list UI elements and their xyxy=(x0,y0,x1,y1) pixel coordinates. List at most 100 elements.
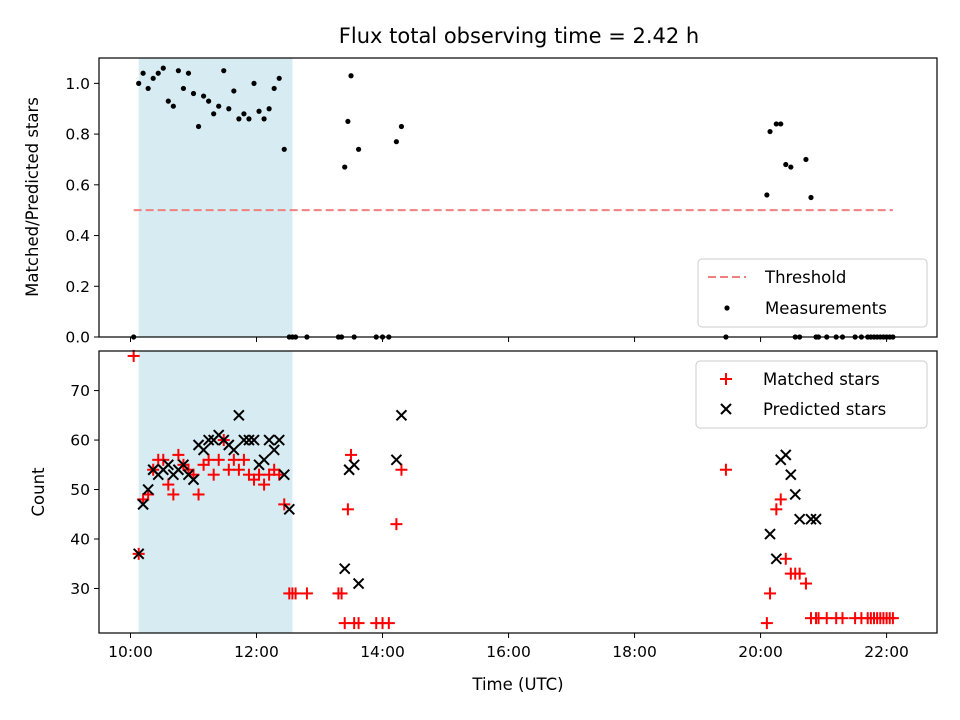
legend-measurements-swatch xyxy=(724,305,730,311)
measurement-point xyxy=(778,121,784,127)
matched-star-point xyxy=(227,453,240,466)
y-tick-label: 0.8 xyxy=(65,126,90,144)
matched-star-point xyxy=(300,587,313,600)
x-tick-label: 18:00 xyxy=(612,643,657,661)
y-tick-label: 40 xyxy=(70,531,90,549)
matched-star-point xyxy=(162,478,175,491)
measurement-point xyxy=(355,146,362,152)
predicted-star-point xyxy=(770,553,783,565)
y-tick-label: 50 xyxy=(70,481,90,499)
matched-star-point xyxy=(207,468,220,481)
measurement-point xyxy=(175,68,181,74)
predicted-star-point xyxy=(238,434,250,446)
predicted-star-point xyxy=(273,434,285,446)
matched-star-point xyxy=(289,587,302,600)
measurement-point xyxy=(200,93,207,99)
measurement-point xyxy=(773,121,779,127)
x-tick-label: 14:00 xyxy=(360,643,405,661)
predicted-star-point xyxy=(278,468,290,481)
matched-star-point xyxy=(127,349,140,362)
chart-title: Flux total observing time = 2.42 h xyxy=(339,24,699,48)
measurement-point xyxy=(767,128,773,135)
bottom-y-label: Count xyxy=(29,467,48,517)
measurement-point xyxy=(251,80,257,86)
measurement-point xyxy=(281,146,287,152)
measurement-point xyxy=(155,70,161,76)
measurement-point xyxy=(764,192,770,198)
measurement-point xyxy=(190,90,197,97)
predicted-star-point xyxy=(142,483,154,496)
top-shaded-span xyxy=(138,58,293,337)
measurement-point xyxy=(185,70,192,76)
measurement-point xyxy=(170,103,176,109)
matched-star-point xyxy=(719,463,732,476)
legend-threshold-label: Threshold xyxy=(764,268,846,287)
measurement-point xyxy=(261,116,267,122)
matched-star-point xyxy=(232,463,245,476)
bottom-y-ticks: 30 40 50 60 70 xyxy=(70,382,99,598)
predicted-star-point xyxy=(132,548,145,560)
measurement-point xyxy=(345,118,351,125)
measurement-point xyxy=(256,108,262,114)
y-tick-label: 0.4 xyxy=(65,227,90,245)
measurement-point xyxy=(236,116,242,122)
measurement-point xyxy=(231,88,237,94)
measurement-point xyxy=(788,164,794,170)
x-tick-label: 12:00 xyxy=(234,643,279,661)
measurement-point xyxy=(398,123,405,130)
predicted-star-point xyxy=(177,459,190,471)
x-tick-label: 10:00 xyxy=(108,643,153,661)
predicted-star-point xyxy=(793,513,806,525)
measurement-point xyxy=(808,194,814,201)
matched-star-point xyxy=(390,518,403,531)
matched-star-point xyxy=(836,612,849,625)
predicted-star-point xyxy=(348,459,360,471)
y-tick-label: 30 xyxy=(70,580,90,598)
matched-star-point xyxy=(760,617,773,630)
matched-star-point xyxy=(167,488,180,501)
measurement-point xyxy=(226,106,232,112)
measurement-point xyxy=(393,139,399,145)
predicted-star-point xyxy=(202,434,215,446)
bottom-legend-box xyxy=(695,360,928,429)
bottom-frame xyxy=(98,350,938,634)
predicted-star-point xyxy=(248,434,260,446)
y-tick-label: 0.0 xyxy=(65,329,90,347)
matched-star-point xyxy=(799,577,812,590)
measurement-point xyxy=(276,75,282,81)
predicted-star-point xyxy=(263,434,275,446)
y-tick-label: 0.2 xyxy=(65,278,90,296)
x-axis-label: Time (UTC) xyxy=(471,675,563,694)
measurement-point xyxy=(140,70,146,76)
legend-measurements-label: Measurements xyxy=(765,299,887,318)
predicted-star-point xyxy=(785,468,797,481)
top-y-label: Matched/Predicted stars xyxy=(23,97,42,297)
matched-star-point xyxy=(212,453,225,466)
measurement-point xyxy=(160,65,166,71)
measurement-point xyxy=(266,106,272,112)
matched-star-point xyxy=(237,453,250,466)
matched-star-point xyxy=(172,448,185,461)
matched-star-point xyxy=(770,503,783,516)
matched-star-point xyxy=(258,478,271,491)
measurement-point xyxy=(783,161,789,168)
predicted-star-point xyxy=(390,454,403,466)
top-legend-box xyxy=(697,258,928,328)
matched-star-point xyxy=(345,448,358,461)
matched-star-point xyxy=(382,617,395,630)
predicted-star-point xyxy=(283,503,295,516)
measurement-point xyxy=(136,80,142,86)
top-frame xyxy=(98,57,938,338)
measurement-point xyxy=(246,116,252,122)
top-panel: 0.0 0.2 0.4 0.6 0.8 1.0 Matched/Predicted sta… xyxy=(23,57,938,347)
measurement-point xyxy=(195,123,202,130)
measurement-point xyxy=(211,111,217,117)
x-tick-label: 22:00 xyxy=(864,643,909,661)
bottom-x-ticks: 10:00 12:00 14:00 16:00 18:00 20:00 22:00 xyxy=(108,633,909,661)
bottom-panel: 30 40 50 60 70 10:00 12:00 14:00 16:00 18:00 20:0… xyxy=(29,349,938,694)
matched-star-point xyxy=(779,552,792,565)
measurement-point xyxy=(241,111,247,117)
matched-star-point xyxy=(202,453,215,466)
x-tick-label: 20:00 xyxy=(738,643,783,661)
